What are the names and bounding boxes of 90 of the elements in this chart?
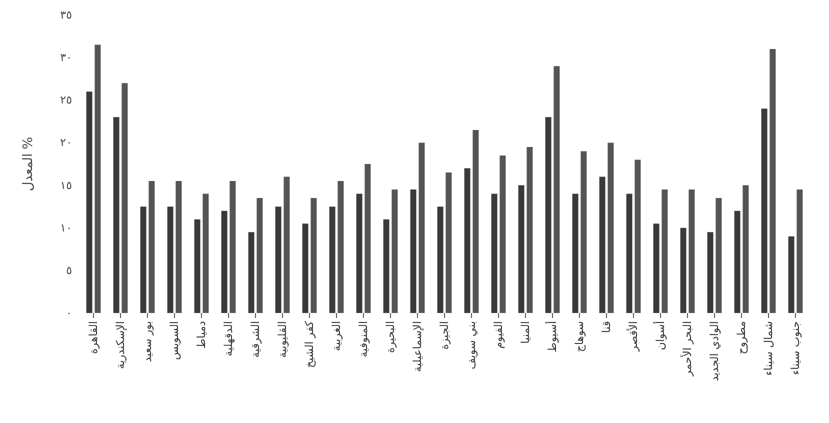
x-tick-label: المنيا <box>519 321 532 344</box>
bar <box>329 206 336 313</box>
bar <box>662 190 668 313</box>
x-tick-label: السويس <box>168 321 181 360</box>
y-tick-label: ٣٥ <box>60 8 72 22</box>
bar <box>734 210 740 313</box>
x-tick-label: المنوفية <box>357 321 370 358</box>
bar <box>437 206 444 313</box>
bar <box>122 83 128 313</box>
y-tick-label: ٣٠ <box>60 51 72 64</box>
bar <box>608 142 614 313</box>
x-tick-label: الجيزة <box>438 321 451 350</box>
bar <box>86 92 92 313</box>
y-axis-title: المعدل % <box>21 136 36 192</box>
y-tick-label: ٥ <box>66 264 72 277</box>
bar <box>364 164 371 313</box>
bar <box>418 142 425 313</box>
bar <box>626 194 632 313</box>
x-tick-label: دمياط <box>195 320 208 349</box>
bar <box>148 181 155 313</box>
x-tick-label: بني سويف <box>465 321 478 370</box>
bar <box>202 194 209 313</box>
x-tick-label: جنوب سيناء <box>789 321 802 376</box>
bar <box>410 190 416 313</box>
x-tick-label: بور سعيد <box>141 321 154 362</box>
bar <box>248 232 254 313</box>
bar <box>572 194 578 313</box>
bar <box>500 155 506 313</box>
bar <box>113 117 120 313</box>
bar <box>275 206 282 313</box>
bar <box>526 146 533 313</box>
bar <box>472 130 479 313</box>
bar <box>446 172 452 313</box>
bar <box>140 206 146 313</box>
x-tick-label: الشرقية <box>249 321 262 358</box>
bar <box>788 236 794 313</box>
x-tick-label: القليوبية <box>276 321 289 358</box>
bar <box>716 198 722 313</box>
y-tick-label: ٢٥ <box>60 94 72 107</box>
bar <box>599 176 606 313</box>
bar <box>707 232 714 313</box>
bar <box>356 194 362 313</box>
bar <box>176 181 182 313</box>
bar <box>518 185 524 313</box>
x-tick-label: أسيوط <box>545 321 559 352</box>
bar <box>761 108 768 313</box>
bar <box>256 198 263 313</box>
x-tick-label: الدقهلية <box>222 321 235 356</box>
bar <box>796 190 803 313</box>
y-tick-label: ٢٠ <box>60 136 72 150</box>
x-tick-label: أسوان <box>653 321 667 350</box>
x-tick-label: القاهرة <box>87 321 100 354</box>
y-tick-label: ٠ <box>66 306 72 320</box>
x-tick-label: الوادي الجديد <box>708 321 721 382</box>
bar <box>94 44 101 313</box>
x-tick-label: شمال سيناء <box>762 321 775 376</box>
bar <box>338 181 344 313</box>
bar <box>194 219 200 313</box>
x-tick-label: الغربية <box>330 321 343 352</box>
bar <box>302 224 308 313</box>
bar <box>221 210 228 313</box>
x-tick-label: مطروح <box>735 320 748 354</box>
bar <box>284 176 290 313</box>
bar <box>383 219 390 313</box>
x-tick-label: الأقصر <box>626 321 640 352</box>
x-tick-label: البحيرة <box>384 321 397 353</box>
bar <box>491 194 498 313</box>
bar <box>310 198 317 313</box>
x-tick-label: قنا <box>600 321 613 333</box>
x-tick-label: الإسماعيلية <box>411 321 424 372</box>
bar <box>580 151 587 313</box>
x-tick-label: الإسكندرية <box>114 321 127 369</box>
x-tick-label: الفيوم <box>492 321 505 349</box>
bar <box>545 117 552 313</box>
bar <box>770 49 776 313</box>
x-tick-label: سوهاج <box>573 321 586 352</box>
bar <box>688 190 695 313</box>
y-tick-label: ١٥ <box>60 178 72 192</box>
bar <box>653 224 660 313</box>
bar <box>554 66 560 313</box>
bar <box>230 181 236 313</box>
bar <box>392 190 398 313</box>
bar <box>742 185 749 313</box>
y-tick-label: ١٠ <box>60 221 72 234</box>
x-tick-label: البحر الأحمر <box>680 321 694 377</box>
bar <box>167 206 174 313</box>
x-tick-label: كفر الشيخ <box>303 320 316 368</box>
bar <box>634 160 641 313</box>
bar <box>680 228 686 313</box>
bar <box>464 168 470 313</box>
